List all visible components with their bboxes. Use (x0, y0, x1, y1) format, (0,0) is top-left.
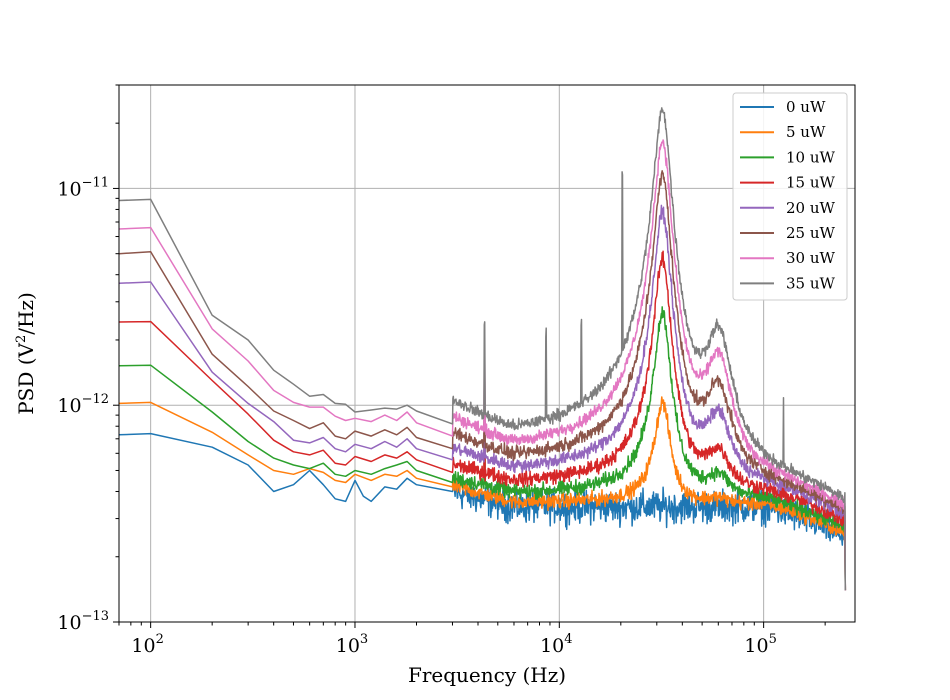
y-axis-label-tail: /Hz) (14, 292, 38, 335)
legend-label: 10 uW (786, 148, 836, 166)
legend-label: 0 uW (786, 98, 826, 116)
series-line-0-uw (119, 432, 847, 591)
legend-box (732, 92, 848, 301)
y-tick-label: 10−13 (57, 609, 109, 634)
x-tick-label: 103 (336, 632, 368, 657)
x-tick-label: 102 (131, 632, 163, 657)
series-line-5-uw (119, 396, 847, 591)
y-axis-label-sup: 2 (14, 335, 29, 343)
ticks: 102 103 104 105 10−13 10−12 10−11 (57, 84, 826, 657)
series-line-10-uw (119, 306, 847, 591)
series-layer (119, 107, 847, 591)
series-line-25-uw (119, 170, 847, 591)
legend-label: 5 uW (786, 123, 826, 141)
legend-label: 15 uW (786, 174, 836, 192)
x-tick-label: 104 (540, 632, 572, 657)
y-axis-label-main: PSD (V (14, 342, 38, 414)
legend-label: 20 uW (786, 199, 836, 217)
y-tick-label: 10−11 (57, 175, 109, 200)
x-tick-label: 105 (744, 632, 776, 657)
y-tick-label: 10−12 (57, 392, 109, 417)
x-axis-label: Frequency (Hz) (408, 663, 566, 687)
series-line-20-uw (119, 204, 847, 591)
legend-label: 30 uW (786, 249, 836, 267)
legend-label: 25 uW (786, 224, 836, 242)
y-axis-label: PSD (V2/Hz) (14, 292, 38, 415)
series-line-15-uw (119, 250, 847, 591)
series-line-35-uw (119, 107, 847, 591)
legend-label: 35 uW (786, 274, 836, 292)
plot-frame (118, 84, 856, 623)
legend: 0 uW 5 uW 10 uW 15 uW 20 uW 25 uW 30 uW 35 uW (732, 92, 848, 301)
